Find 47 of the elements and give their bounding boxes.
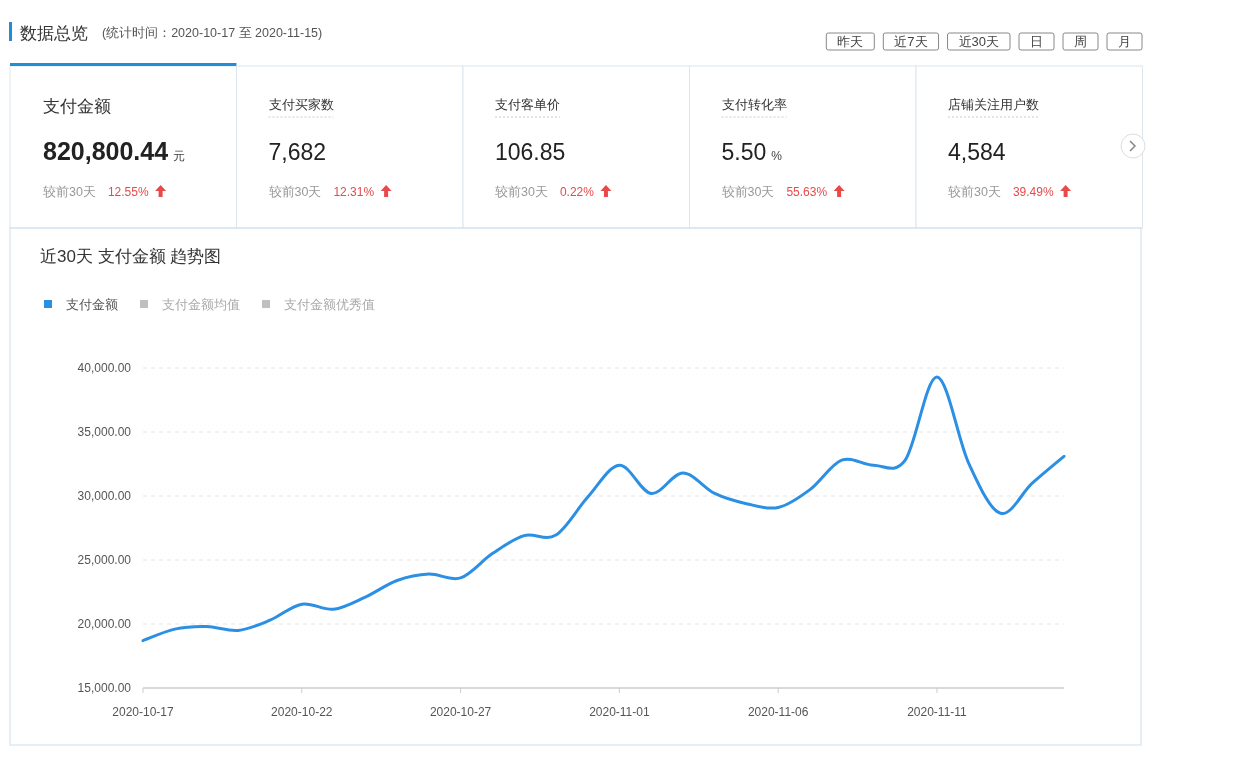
text: 近30天 — [958, 34, 999, 49]
text: 12.55% — [107, 185, 149, 199]
text: 较前30天 — [948, 185, 1001, 199]
text: 较前30天 — [495, 185, 548, 199]
text: 支付客单价 — [495, 97, 560, 112]
y-tick-label: 40,000.00 — [77, 361, 132, 375]
text: 元 — [173, 149, 186, 163]
x-tick-label: 2020-10-17 — [112, 705, 175, 719]
text: 820,800.44 — [43, 137, 169, 165]
text: 7,682 — [268, 139, 327, 165]
y-tick-label: 35,000.00 — [77, 425, 132, 439]
chart-title: 近30天 支付金额 趋势图 — [40, 247, 222, 266]
text: 较前30天 — [268, 185, 322, 199]
text: 日 — [1030, 34, 1043, 49]
x-tick-label: 2020-10-27 — [429, 705, 492, 719]
text: 106.85 — [495, 139, 566, 165]
text: 月 — [1118, 34, 1131, 49]
y-tick-label: 30,000.00 — [77, 489, 132, 503]
text: (统计时间：2020-10-17 至 2020-11-15) — [102, 26, 323, 40]
text: 支付买家数 — [268, 97, 334, 112]
y-tick-label: 25,000.00 — [77, 553, 132, 567]
legend-label: 支付金额均值 — [162, 297, 240, 312]
text: 数据总览 — [20, 24, 88, 43]
text: 0.22% — [559, 185, 595, 199]
text: 4,584 — [948, 139, 1006, 165]
text: 较前30天 — [43, 185, 96, 199]
y-tick-label: 20,000.00 — [77, 617, 132, 631]
legend-label: 支付金额优秀值 — [284, 297, 375, 312]
x-tick-label: 2020-11-01 — [589, 705, 650, 719]
text: 周 — [1074, 34, 1087, 49]
text: 55.63% — [786, 185, 828, 199]
text: 5.50 — [721, 139, 767, 165]
text: 12.31% — [333, 185, 375, 199]
line-series — [141, 375, 1066, 643]
x-tick-label: 2020-11-11 — [907, 705, 968, 719]
x-tick-label: 2020-10-22 — [271, 705, 333, 719]
text: 昨天 — [837, 34, 864, 49]
text: 支付金额 — [43, 97, 111, 116]
text: 支付转化率 — [721, 97, 787, 112]
text: 近7天 — [894, 34, 928, 49]
y-tick-label: 15,000.00 — [77, 681, 132, 695]
x-tick-label: 2020-11-06 — [747, 705, 809, 719]
text: 店铺关注用户数 — [948, 97, 1039, 112]
text: 39.49% — [1012, 185, 1054, 199]
text: % — [771, 149, 783, 163]
text: 较前30天 — [721, 185, 775, 199]
legend-label: 支付金额 — [66, 297, 118, 312]
